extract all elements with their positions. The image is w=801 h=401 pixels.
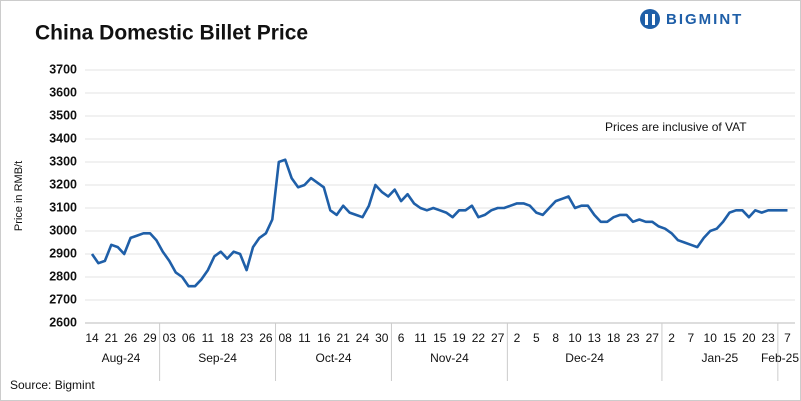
month-label: Aug-24 <box>102 351 141 365</box>
x-tick-label: 19 <box>452 331 466 345</box>
x-tick-label: 29 <box>143 331 157 345</box>
annotation: Prices are inclusive of VAT <box>605 120 747 134</box>
x-tick-label: 8 <box>552 331 559 345</box>
price-line <box>90 158 788 288</box>
y-tick-label: 3700 <box>49 62 77 76</box>
x-tick-label: 11 <box>298 331 311 345</box>
chart-title: China Domestic Billet Price <box>35 22 308 45</box>
x-tick-label: 24 <box>356 331 370 345</box>
x-tick-label: 26 <box>124 331 138 345</box>
x-tick-label: 27 <box>491 331 505 345</box>
y-tick-label: 2700 <box>49 292 77 306</box>
y-tick-label: 3300 <box>49 154 77 168</box>
x-tick-label: 5 <box>533 331 540 345</box>
x-tick-label: 22 <box>472 331 486 345</box>
x-tick-label: 7 <box>784 331 791 345</box>
x-tick-label: 18 <box>221 331 235 345</box>
x-tick-label: 26 <box>259 331 273 345</box>
x-tick-label: 7 <box>688 331 695 345</box>
x-tick-label: 15 <box>433 331 447 345</box>
x-tick-label: 23 <box>240 331 254 345</box>
source: Source: Bigmint <box>10 378 95 392</box>
x-tick-label: 18 <box>607 331 621 345</box>
y-tick-label: 2900 <box>49 246 77 260</box>
x-tick-label: 15 <box>723 331 737 345</box>
x-tick-label: 11 <box>202 331 215 345</box>
y-tick-label: 3600 <box>49 85 77 99</box>
month-label: Jan-25 <box>702 351 739 365</box>
month-label: Dec-24 <box>565 351 604 365</box>
month-label: Oct-24 <box>315 351 351 365</box>
x-tick-label: 16 <box>317 331 331 345</box>
logo: BIGMINT <box>640 9 743 29</box>
month-label: Feb-25 <box>761 351 799 365</box>
x-tick-label: 21 <box>105 331 119 345</box>
y-tick-label: 3400 <box>49 131 77 145</box>
x-tick-label: 23 <box>762 331 776 345</box>
x-tick-label: 21 <box>336 331 350 345</box>
x-tick-label: 30 <box>375 331 389 345</box>
x-tick-label: 03 <box>163 331 177 345</box>
y-tick-label: 3200 <box>49 177 77 191</box>
x-tick-label: 6 <box>398 331 405 345</box>
y-axis-label: Price in RMB/t <box>13 161 25 231</box>
x-tick-label: 10 <box>704 331 718 345</box>
x-tick-label: 27 <box>646 331 660 345</box>
x-tick-label: 06 <box>182 331 196 345</box>
y-tick-label: 3000 <box>49 223 77 237</box>
x-tick-label: 2 <box>668 331 675 345</box>
x-tick-label: 14 <box>85 331 99 345</box>
y-tick-label: 3100 <box>49 200 77 214</box>
brand: BIGMINT <box>666 11 743 28</box>
y-tick-label: 2600 <box>49 315 77 329</box>
month-label: Sep-24 <box>198 351 237 365</box>
x-tick-label: 13 <box>588 331 602 345</box>
y-tick-label: 2800 <box>49 269 77 283</box>
x-tick-label: 2 <box>514 331 521 345</box>
y-tick-label: 3500 <box>49 108 77 122</box>
month-label: Nov-24 <box>430 351 469 365</box>
x-tick-label: 11 <box>414 331 427 345</box>
x-tick-label: 10 <box>568 331 582 345</box>
x-tick-label: 20 <box>742 331 756 345</box>
x-tick-label: 08 <box>279 331 293 345</box>
x-tick-label: 23 <box>626 331 640 345</box>
